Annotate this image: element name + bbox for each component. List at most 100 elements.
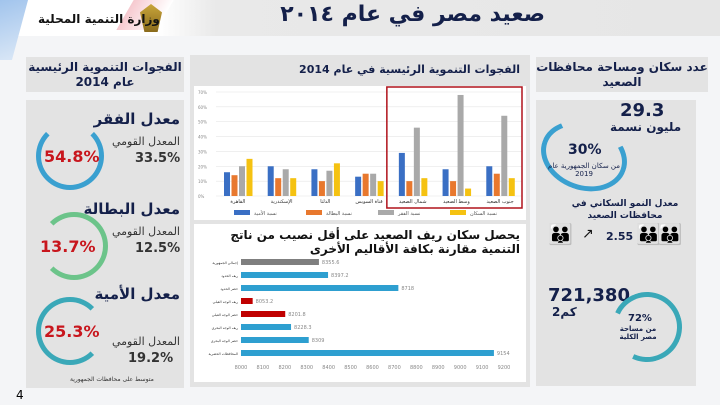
category-label: شمال الصعيد — [399, 199, 427, 205]
bar-0 — [267, 166, 274, 196]
x-tick-label: 8700 — [388, 365, 401, 371]
category-label: جنوب الصعيد — [487, 199, 514, 205]
bar-chart-gdp: إجمالي الجمهورية 8355.6 ريف الحدود 8397.2 حض… — [208, 259, 511, 371]
category-label: قناة السويس — [355, 199, 383, 205]
legend-label: نسبة الفقر — [397, 211, 420, 217]
x-tick-label: 8800 — [410, 365, 423, 371]
value-label: 8309 — [312, 338, 325, 344]
x-tick-label: 8400 — [322, 365, 335, 371]
bar — [241, 337, 309, 343]
bar-3 — [421, 178, 428, 196]
rate-heading: معدل الأمية — [94, 285, 180, 303]
left-header: الفجوات التنموية الرئيسية عام 2014 — [26, 57, 184, 92]
y-tick-label: 70% — [198, 90, 207, 95]
x-tick-label: 9000 — [454, 365, 467, 371]
chart2-title: يحصل سكان ريف الصعيد على أقل نصيب من نات… — [230, 228, 520, 256]
x-tick-label: 8200 — [278, 365, 291, 371]
national-label: المعدل القومي — [111, 335, 180, 348]
rate-ring — [40, 212, 108, 280]
legend-swatch — [450, 210, 466, 215]
rate-ring — [36, 122, 104, 190]
chart1-title: الفجوات التنموية الرئيسية في عام 2014 — [299, 63, 520, 76]
left-title: الفجوات التنموية الرئيسية عام 2014 — [28, 60, 182, 89]
value-label: 8397.2 — [331, 273, 349, 279]
bar-2 — [282, 169, 289, 196]
national-label: المعدل القومي — [111, 225, 180, 238]
share-label: من سكان الجمهورية عام 2019 — [548, 162, 620, 178]
national-value: 19.2% — [128, 351, 174, 366]
bar-2 — [501, 115, 508, 196]
national-value: 33.5% — [135, 151, 181, 166]
value-label: 8201.8 — [288, 312, 306, 318]
value-label: 8053.2 — [256, 299, 274, 305]
row-label: ريف الحدود — [221, 274, 238, 278]
rate-value: 25.3% — [44, 322, 100, 341]
x-tick-label: 8600 — [366, 365, 379, 371]
bar-0 — [398, 152, 405, 196]
value-label: 8355.6 — [322, 260, 340, 266]
x-tick-label: 8300 — [300, 365, 313, 371]
bar-3 — [377, 181, 384, 196]
value-label: 8228.3 — [294, 325, 312, 331]
value-label: 8718 — [401, 286, 414, 292]
category-label: القاهرة — [230, 199, 245, 205]
y-tick-label: 10% — [198, 179, 207, 184]
bar-3 — [465, 188, 472, 196]
category-label: وسط الصعيد — [443, 199, 470, 205]
bar — [241, 272, 329, 278]
bar-3 — [246, 158, 253, 196]
national-label: المعدل القومي — [111, 135, 180, 148]
legend-label: نسبة الأمية — [254, 210, 277, 217]
area-share-label: من مساحة مصر الكلية — [619, 325, 657, 341]
y-tick-label: 0% — [198, 194, 205, 199]
bar-chart-gaps: 0% 10% 20% 30% 40% 50% 60% 70% القاهرة الإسكندرية… — [194, 86, 526, 220]
bar-0 — [224, 172, 230, 196]
row-label: حضر الحدود — [220, 287, 238, 291]
growth-value: 2.55 — [606, 230, 634, 243]
y-tick-label: 40% — [198, 135, 207, 140]
page-number: 4 — [16, 388, 24, 402]
rate-ring — [36, 297, 104, 365]
bar-1 — [450, 181, 457, 196]
row-label: حضر الوجه البحري — [211, 339, 238, 343]
y-tick-label: 30% — [198, 149, 207, 154]
bar-1 — [275, 178, 282, 196]
highlight-box — [386, 86, 523, 209]
y-tick-label: 60% — [198, 105, 207, 110]
row-label: ريف الوجه البحري — [212, 326, 239, 330]
row-label: حضر الوجه القبلي — [212, 313, 238, 317]
bar-0 — [442, 169, 449, 196]
value-label: 9154 — [497, 351, 510, 357]
growth-label: معدل النمو السكاني في محافظات الصعيد — [571, 199, 679, 221]
rate-value: 54.8% — [44, 147, 100, 166]
area-share: 72% — [628, 313, 652, 324]
eagle-logo-icon — [140, 4, 162, 32]
population-unit: مليون نسمة — [610, 120, 682, 134]
x-tick-label: 8500 — [344, 365, 357, 371]
bar-3 — [333, 163, 340, 196]
trend-up-icon: ↗ — [582, 226, 594, 242]
right-title: عدد سكان ومساحة محافظات الصعيد — [536, 60, 708, 89]
header-band — [0, 0, 720, 36]
bar — [241, 285, 399, 291]
area-unit: كم2 — [552, 305, 577, 319]
x-tick-label: 9100 — [476, 365, 489, 371]
x-tick-label: 8000 — [235, 365, 248, 371]
right-panel — [536, 100, 696, 386]
population-value: 29.3 — [620, 100, 665, 121]
x-tick-label: 8900 — [432, 365, 445, 371]
family-icon: 👪 — [548, 222, 573, 246]
bar — [241, 259, 319, 265]
bar-2 — [413, 127, 420, 196]
bar-1 — [493, 173, 500, 196]
rate-value: 13.7% — [40, 237, 96, 256]
x-tick-label: 9200 — [498, 365, 511, 371]
bar — [241, 298, 253, 304]
rate-heading: معدل الفقر — [93, 110, 180, 128]
bar-1 — [406, 181, 413, 196]
bar-3 — [508, 178, 515, 196]
bar — [241, 350, 494, 356]
category-label: الإسكندرية — [271, 199, 293, 205]
bar-0 — [355, 176, 362, 196]
row-label: إجمالي الجمهورية — [212, 261, 238, 266]
